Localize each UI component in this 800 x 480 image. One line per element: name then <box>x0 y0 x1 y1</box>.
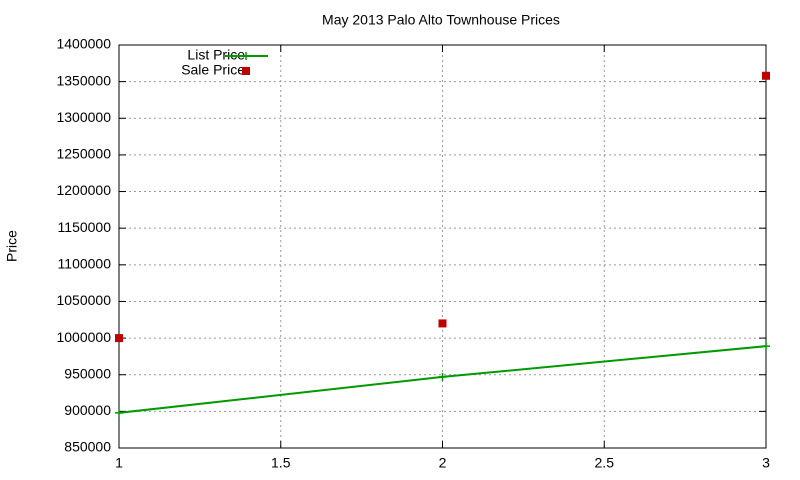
y-tick-label: 850000 <box>64 439 111 455</box>
y-tick-label: 1050000 <box>56 292 111 308</box>
marker <box>115 334 123 343</box>
y-tick-label: 1000000 <box>56 329 111 345</box>
marker <box>438 372 447 381</box>
x-tick-label: 1 <box>115 455 123 471</box>
plot-border <box>118 44 767 449</box>
y-tick-label: 1150000 <box>58 219 112 235</box>
marker <box>762 342 770 351</box>
x-tick-label: 3 <box>762 455 770 471</box>
y-axis-label: Price <box>4 230 20 262</box>
y-tick-label: 950000 <box>64 365 111 381</box>
y-tick-label: 1350000 <box>56 72 111 88</box>
marker <box>115 408 123 417</box>
y-tick-label: 1100000 <box>58 256 112 272</box>
x-tick-label: 2 <box>439 455 447 471</box>
marker <box>762 71 770 80</box>
y-tick-label: 900000 <box>64 402 111 418</box>
y-tick-label: 1200000 <box>56 182 111 198</box>
chart-title: May 2013 Palo Alto Townhouse Prices <box>322 12 560 28</box>
x-tick-label: 2.5 <box>595 455 615 471</box>
y-tick-label: 1400000 <box>56 36 111 52</box>
x-tick-label: 1.5 <box>271 455 291 471</box>
legend-swatch <box>242 67 250 75</box>
legend-label: Sale Price <box>181 62 245 78</box>
y-tick-label: 1300000 <box>56 109 111 125</box>
y-tick-label: 1250000 <box>56 146 111 162</box>
legend-swatch <box>242 52 250 60</box>
marker <box>438 319 447 328</box>
legend-label: List Price <box>187 47 245 63</box>
